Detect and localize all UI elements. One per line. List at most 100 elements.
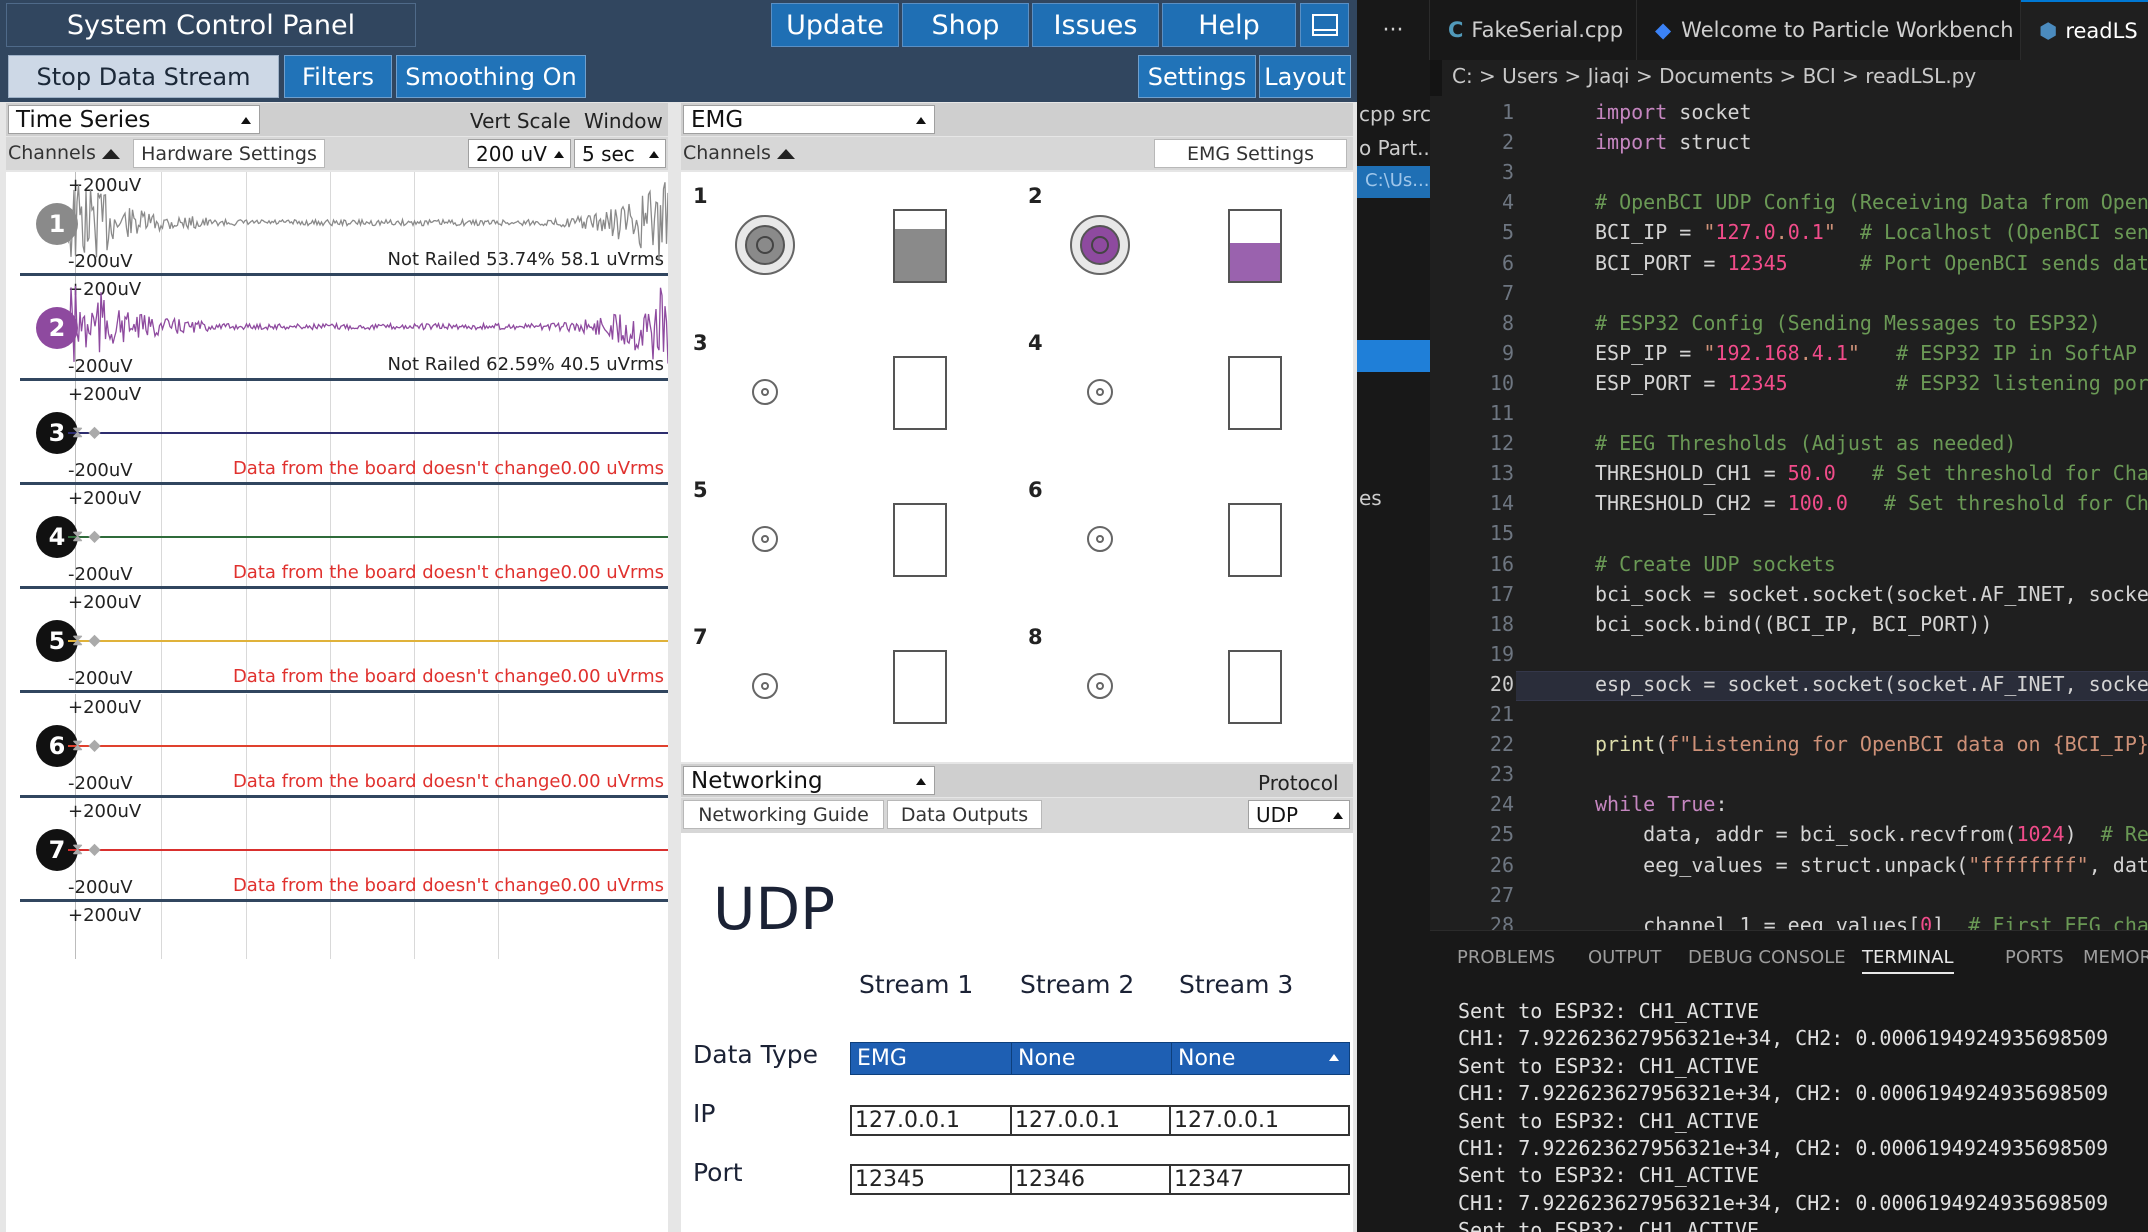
channels-toggle[interactable]: Channels [8, 142, 120, 164]
code-line[interactable]: THRESHOLD_CH1 = 50.0 # Set threshold for… [1595, 461, 2148, 486]
networking-guide-button[interactable]: Networking Guide [683, 800, 884, 829]
panel-tab-ports[interactable]: PORTS [2005, 947, 2064, 968]
code-line[interactable]: data, addr = bci_sock.recvfrom(1024) # R… [1595, 822, 2148, 847]
grid-line [161, 797, 162, 900]
code-line[interactable]: # Create UDP sockets [1595, 551, 1836, 576]
code-line[interactable]: BCI_PORT = 12345 # Port OpenBCI sends da… [1595, 250, 2148, 275]
emg-level-bar [1228, 209, 1282, 283]
tab-fakeserial[interactable]: C FakeSerial.cpp [1430, 0, 1637, 60]
code-line[interactable]: BCI_IP = "127.0.0.1" # Localhost (OpenBC… [1595, 220, 2148, 245]
code-line[interactable]: # ESP32 Config (Sending Messages to ESP3… [1595, 310, 2101, 335]
emg-channel-number: 6 [1028, 478, 1043, 502]
code-line[interactable]: bci_sock = socket.socket(socket.AF_INET,… [1595, 581, 2148, 606]
grid-line [414, 380, 415, 482]
terminal-line: Sent to ESP32: CH1_ACTIVE [1458, 999, 1760, 1023]
particle-icon: ◆ [1655, 18, 1672, 42]
ip-input-2[interactable]: 127.0.0.1 [1010, 1105, 1171, 1136]
code-line[interactable]: print(f"Listening for OpenBCI data on {B… [1595, 732, 2148, 757]
vert-scale-select[interactable]: 200 uV [468, 139, 571, 168]
emg-channel-number: 7 [693, 625, 708, 649]
window-layout-icon[interactable] [1300, 3, 1349, 47]
tab-readlsl[interactable]: ⬢ readLS [2021, 0, 2148, 60]
emg-level-circle [735, 215, 795, 275]
grid-line [330, 172, 331, 274]
ip-input-1[interactable]: 127.0.0.1 [850, 1105, 1012, 1136]
shop-button[interactable]: Shop [902, 3, 1029, 47]
port-input-2[interactable]: 12346 [1010, 1164, 1171, 1195]
code-line[interactable]: THRESHOLD_CH2 = 100.0 # Set threshold fo… [1595, 491, 2148, 516]
grid-line [498, 172, 499, 274]
code-line[interactable]: import struct [1595, 130, 1752, 155]
layout-button[interactable]: Layout [1259, 55, 1351, 98]
explorer-highlight [1357, 340, 1430, 372]
channel-toggle-button[interactable]: 1 [36, 203, 78, 246]
emg-level-core [756, 236, 774, 254]
line-number: 13 [1489, 461, 1514, 486]
code-line[interactable]: ESP_PORT = 12345 # ESP32 listening port [1595, 370, 2148, 395]
data-type-select-1[interactable]: EMG [850, 1042, 1012, 1075]
emg-widget-select[interactable]: EMG [683, 105, 935, 134]
emg-settings-button[interactable]: EMG Settings [1154, 139, 1347, 168]
stop-data-stream-button[interactable]: Stop Data Stream [8, 55, 279, 98]
code-line[interactable]: while True: [1595, 792, 1728, 817]
code-line[interactable]: eeg_values = struct.unpack("ffffffff", d… [1595, 852, 2148, 877]
code-line[interactable]: bci_sock.bind((BCI_IP, BCI_PORT)) [1595, 611, 1993, 636]
channel-toggle-button[interactable]: 6 [36, 724, 78, 767]
code-line[interactable]: # OpenBCI UDP Config (Receiving Data fro… [1595, 190, 2148, 215]
more-actions-icon[interactable]: ··· [1357, 0, 1430, 60]
emg-channels-toggle[interactable]: Channels [683, 142, 795, 164]
protocol-select[interactable]: UDP [1248, 800, 1350, 829]
grid-line [330, 484, 331, 587]
channel-status: Not Railed 53.74% 58.1 uVrms [387, 249, 665, 271]
breadcrumb[interactable]: C: > Users > Jiaqi > Documents > BCI > r… [1452, 64, 1977, 88]
grid-line [246, 902, 247, 960]
timeseries-widget-select[interactable]: Time Series [8, 105, 260, 134]
networking-widget-select[interactable]: Networking [683, 766, 935, 795]
code-line[interactable]: import socket [1595, 100, 1752, 124]
panel-tab-problems[interactable]: PROBLEMS [1457, 947, 1556, 968]
line-number: 17 [1489, 581, 1514, 606]
timeseries-channel-row: 2 +200uV -200uV Not Railed 62.59% 40.5 uVrm… [20, 276, 668, 381]
ip-input-3[interactable]: 127.0.0.1 [1169, 1105, 1350, 1136]
panel-tab-output[interactable]: OUTPUT [1588, 947, 1662, 968]
grid-line [161, 380, 162, 482]
scale-top-label: +200uV [68, 175, 142, 196]
explorer-item-particle[interactable]: o Part... [1359, 136, 1436, 160]
line-number: 12 [1489, 431, 1514, 456]
data-outputs-button[interactable]: Data Outputs [887, 800, 1042, 829]
trace-marker-icon: ⧗ ◆ [72, 838, 101, 858]
explorer-item-cpp[interactable]: cpp src [1359, 102, 1431, 126]
networking-header: Networking Protocol [681, 764, 1353, 797]
tab-welcome[interactable]: ◆ Welcome to Particle Workbench [1637, 0, 2021, 60]
data-type-select-2[interactable]: None [1011, 1042, 1172, 1075]
panel-tab-terminal[interactable]: TERMINAL [1862, 947, 1954, 974]
window-select[interactable]: 5 sec [574, 139, 666, 168]
emg-channel-number: 1 [693, 184, 708, 208]
explorer-item-es[interactable]: es [1359, 486, 1382, 510]
help-button[interactable]: Help [1162, 3, 1296, 47]
channel-toggle-button[interactable]: 2 [36, 307, 78, 350]
dropdown-arrow-icon [649, 151, 659, 158]
code-line[interactable]: ESP_IP = "192.168.4.1" # ESP32 IP in Sof… [1595, 340, 2137, 365]
grid-line [161, 172, 162, 274]
port-input-1[interactable]: 12345 [850, 1164, 1012, 1195]
issues-button[interactable]: Issues [1032, 3, 1159, 47]
hardware-settings-button[interactable]: Hardware Settings [133, 139, 325, 168]
settings-button[interactable]: Settings [1138, 55, 1256, 98]
explorer-item-selected[interactable]: C:\Us... [1357, 166, 1430, 198]
panel-tab-debug-console[interactable]: DEBUG CONSOLE [1688, 947, 1846, 968]
emg-channel-number: 2 [1028, 184, 1043, 208]
dropdown-arrow-icon [554, 151, 564, 158]
code-editor[interactable]: 1 import socket 2 import struct 3 4 # OpenBCI … [1430, 96, 2148, 937]
grid-line [246, 380, 247, 482]
code-line[interactable]: esp_sock = socket.socket(socket.AF_INET,… [1595, 671, 2148, 696]
emg-level-circle [1087, 379, 1113, 405]
data-type-select-3[interactable]: None [1171, 1042, 1350, 1075]
code-line[interactable]: # EEG Thresholds (Adjust as needed) [1595, 431, 2017, 456]
smoothing-button[interactable]: Smoothing On [396, 55, 586, 98]
filters-button[interactable]: Filters [284, 55, 392, 98]
terminal-line: CH1: 7.922623627956321e+34, CH2: 0.00061… [1458, 1190, 2109, 1215]
port-input-3[interactable]: 12347 [1169, 1164, 1350, 1195]
panel-tab-memory[interactable]: MEMORY [2083, 947, 2148, 968]
update-button[interactable]: Update [771, 3, 899, 47]
